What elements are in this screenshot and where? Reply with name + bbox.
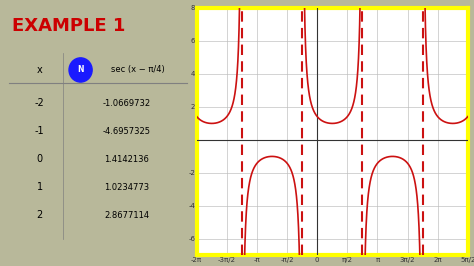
Text: N: N — [77, 65, 84, 74]
Text: x: x — [37, 65, 43, 75]
Text: -4.6957325: -4.6957325 — [103, 127, 151, 136]
Text: 1.4142136: 1.4142136 — [104, 155, 149, 164]
Circle shape — [69, 58, 92, 82]
Text: 2.8677114: 2.8677114 — [104, 211, 149, 220]
Text: EXAMPLE 1: EXAMPLE 1 — [11, 17, 125, 35]
Text: -2: -2 — [35, 98, 45, 109]
Text: 1.0234773: 1.0234773 — [104, 183, 149, 192]
Text: 0: 0 — [36, 154, 43, 164]
Text: 1: 1 — [36, 182, 43, 192]
Text: 2: 2 — [36, 210, 43, 220]
Text: -1.0669732: -1.0669732 — [103, 99, 151, 108]
Text: sec (x − π/4): sec (x − π/4) — [110, 65, 164, 74]
Text: -1: -1 — [35, 126, 45, 136]
